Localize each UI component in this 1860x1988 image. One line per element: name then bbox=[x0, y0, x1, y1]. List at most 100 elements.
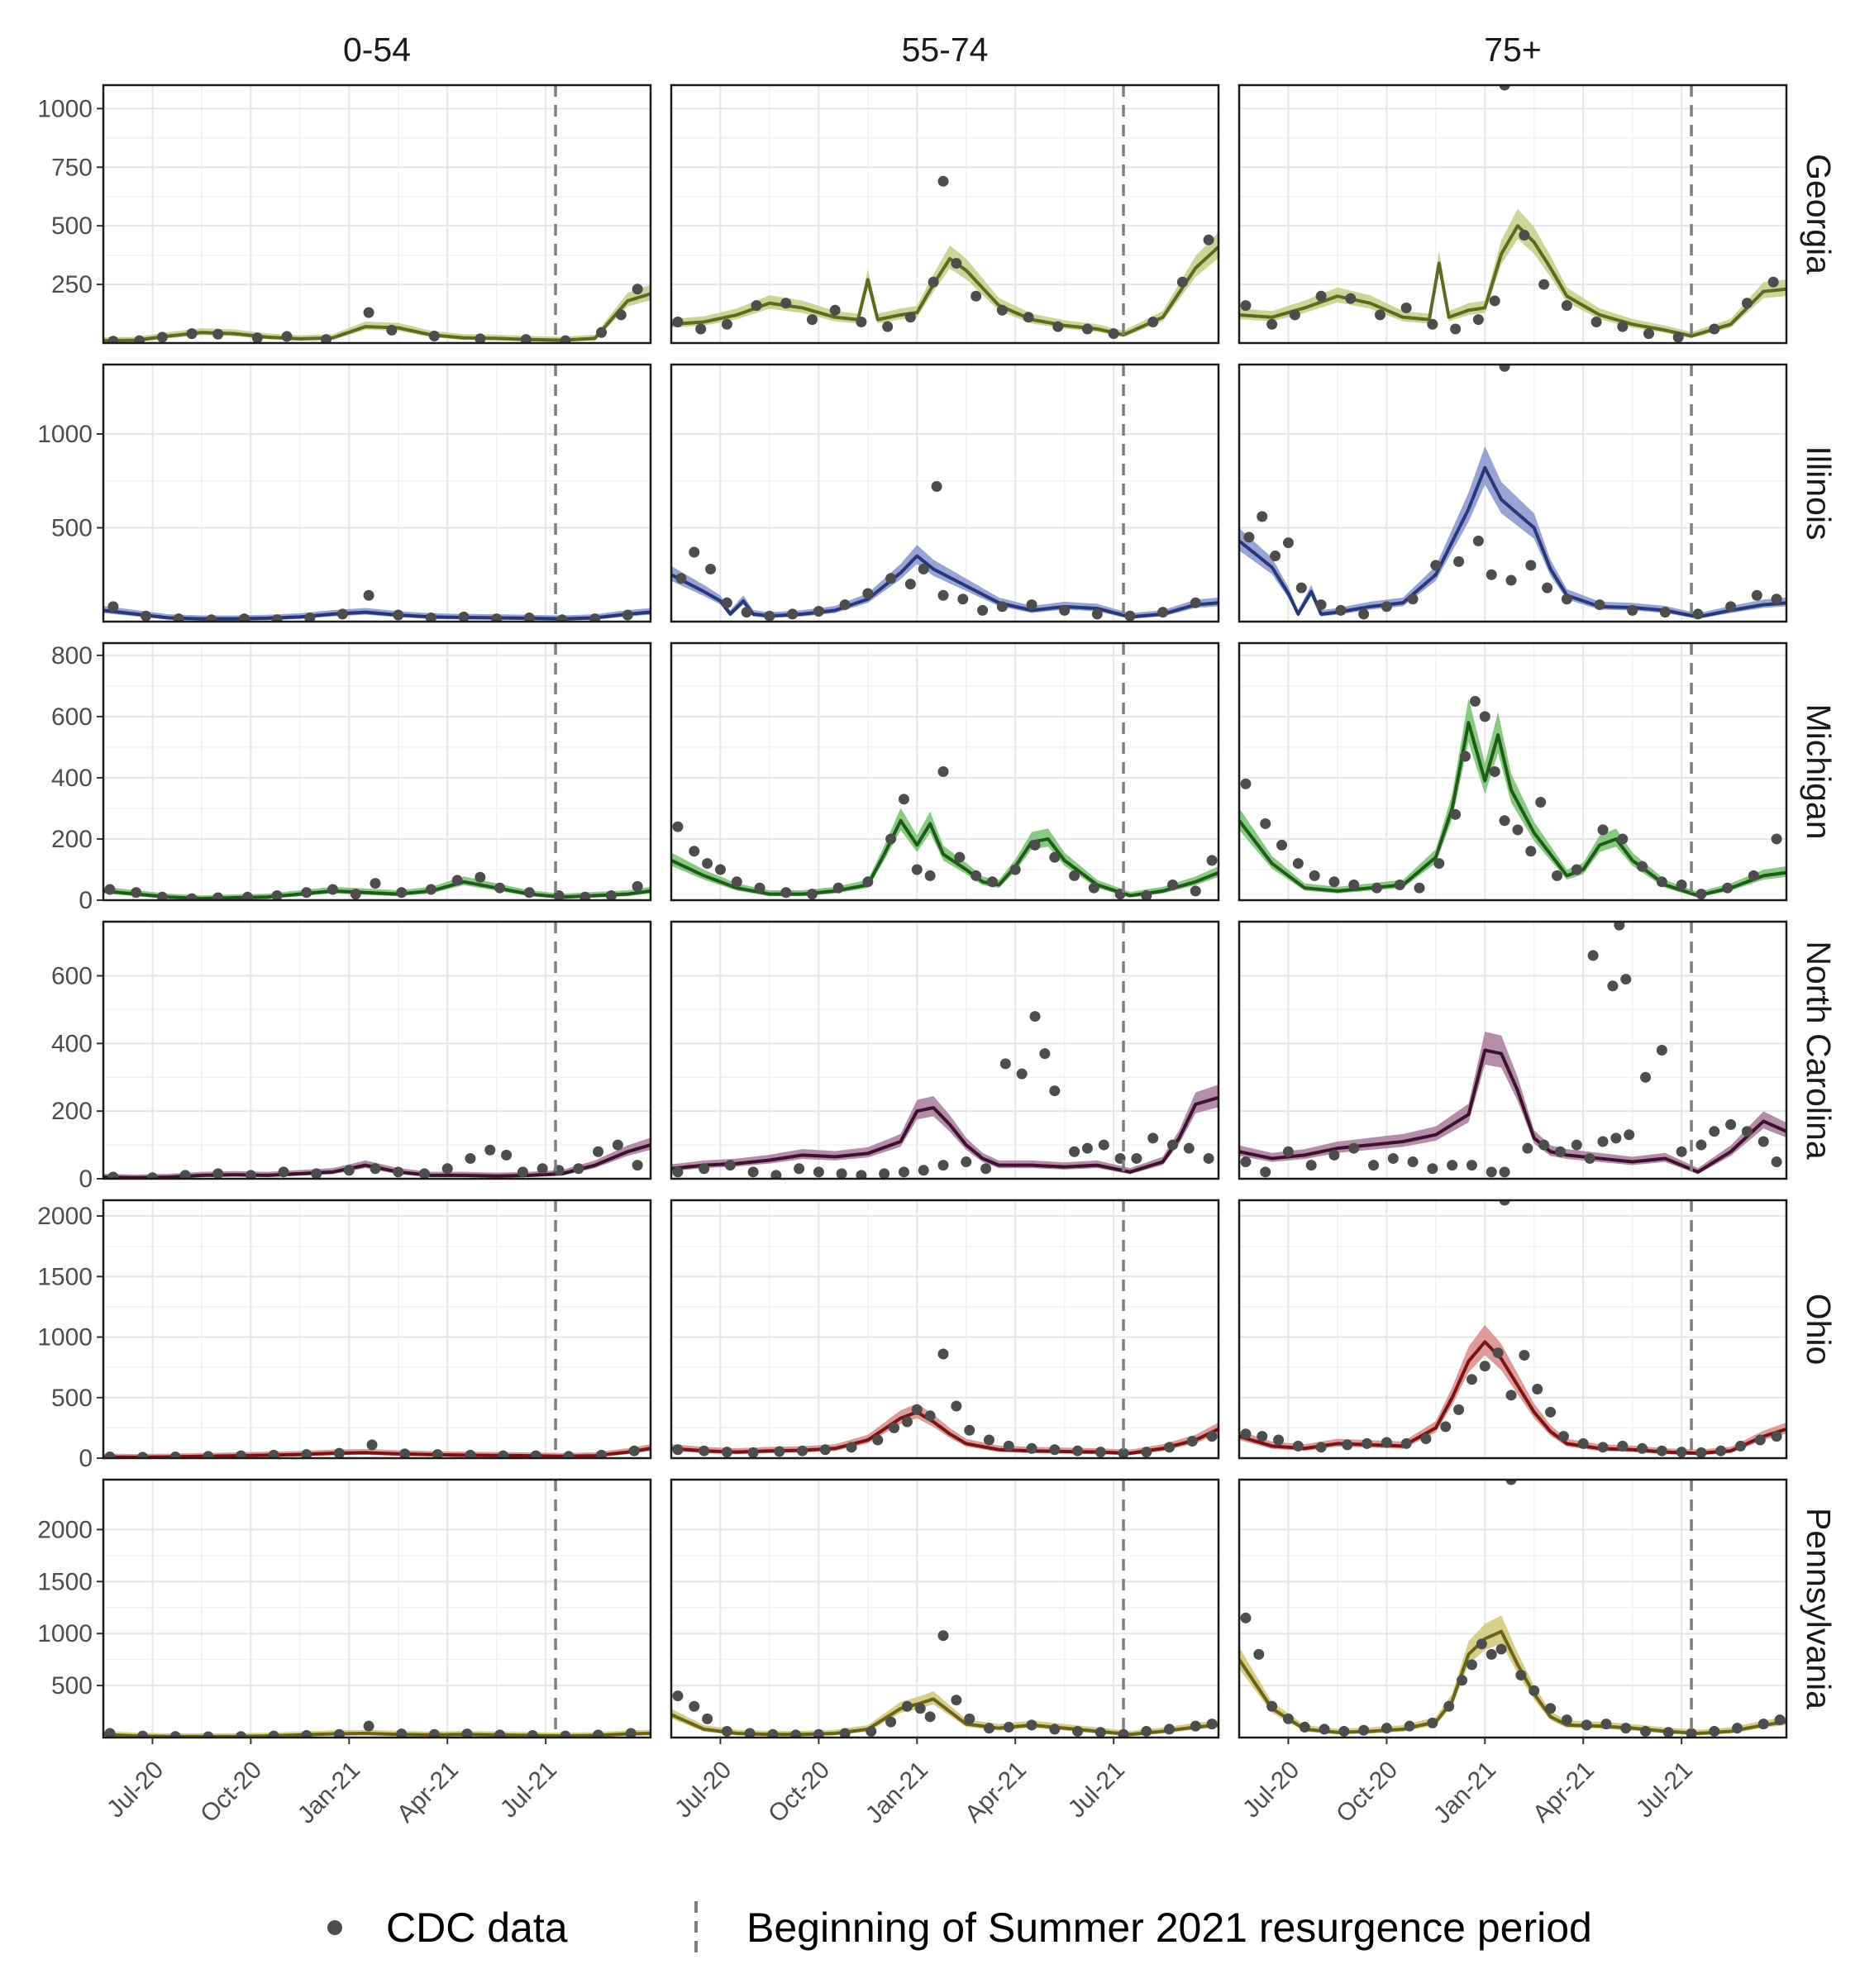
panel-border bbox=[1238, 1199, 1788, 1460]
cdc-data-point bbox=[931, 481, 942, 493]
cdc-data-point bbox=[767, 1728, 779, 1738]
cdc-data-point bbox=[1016, 1068, 1028, 1080]
cdc-data-point bbox=[271, 889, 283, 900]
cdc-data-point bbox=[1617, 321, 1629, 332]
cdc-data-point bbox=[343, 1165, 355, 1176]
cdc-data-point bbox=[146, 1172, 158, 1179]
cdc-data-point bbox=[780, 887, 792, 899]
cdc-data-point bbox=[1614, 922, 1625, 931]
cdc-data-point bbox=[1624, 1129, 1635, 1141]
cdc-data-point bbox=[1420, 1433, 1432, 1445]
cdc-data-point bbox=[1427, 1163, 1438, 1175]
cdc-data-point bbox=[1052, 321, 1064, 332]
cdc-data-point bbox=[675, 573, 687, 584]
panel-marks bbox=[1239, 922, 1786, 1179]
cdc-data-point bbox=[937, 175, 949, 187]
cdc-data-point bbox=[1545, 1703, 1557, 1714]
cdc-data-point bbox=[1460, 751, 1471, 762]
cdc-data-point bbox=[699, 1445, 710, 1456]
cdc-data-point bbox=[1309, 870, 1320, 881]
cdc-data-point bbox=[1273, 1434, 1285, 1446]
cdc-data-point bbox=[672, 821, 684, 832]
cdc-data-point bbox=[964, 1424, 975, 1436]
cdc-data-point bbox=[702, 1713, 713, 1724]
cdc-data-point bbox=[596, 1449, 608, 1458]
model-line bbox=[1239, 721, 1786, 898]
cdc-data-point bbox=[1732, 1723, 1743, 1734]
cdc-data-point bbox=[790, 1729, 802, 1738]
cdc-data-point bbox=[520, 334, 532, 343]
cdc-data-point bbox=[1577, 1437, 1589, 1449]
column-strip-label-75: 75+ bbox=[1484, 31, 1542, 69]
cdc-data-point bbox=[924, 870, 936, 881]
cdc-data-point bbox=[1554, 1146, 1566, 1157]
cdc-data-point bbox=[1499, 1200, 1510, 1206]
panel-background bbox=[1239, 1200, 1786, 1458]
cdc-data-point bbox=[1662, 1727, 1674, 1738]
y-tick-label: 0 bbox=[79, 1445, 93, 1472]
cdc-data-point bbox=[589, 613, 601, 622]
cdc-data-point bbox=[672, 1444, 684, 1456]
cdc-data-point bbox=[1735, 1440, 1747, 1452]
cdc-data-point bbox=[1676, 1447, 1687, 1458]
cdc-data-point bbox=[1157, 607, 1169, 618]
cdc-data-point bbox=[999, 1058, 1011, 1070]
cdc-data-point bbox=[425, 612, 436, 622]
cdc-data-point bbox=[1164, 1442, 1176, 1453]
cdc-data-point bbox=[986, 876, 998, 888]
panel-ohio-0-54 bbox=[102, 1199, 652, 1460]
cdc-data-point bbox=[1561, 594, 1572, 605]
cdc-data-point bbox=[1695, 1447, 1707, 1458]
cdc-data-point bbox=[498, 1450, 509, 1458]
cdc-data-point bbox=[494, 1729, 506, 1738]
cdc-data-point bbox=[1029, 839, 1041, 851]
x-tick-label: Apr-21 bbox=[960, 1756, 1032, 1828]
panel-marks bbox=[671, 643, 1219, 900]
cdc-data-point bbox=[321, 334, 332, 343]
panel-border bbox=[102, 1478, 652, 1739]
cdc-data-point bbox=[1049, 1723, 1061, 1735]
row-strip-label-illinois: Illinois bbox=[1800, 446, 1838, 541]
cdc-data-point bbox=[1206, 855, 1218, 866]
cdc-data-point bbox=[1640, 1071, 1652, 1083]
cdc-data-point bbox=[1741, 298, 1753, 309]
panel-marks bbox=[1239, 1480, 1786, 1738]
row-strip-label-michigan: Michigan bbox=[1800, 703, 1838, 839]
cdc-data-point bbox=[754, 882, 765, 894]
cdc-data-point bbox=[1672, 331, 1684, 343]
panel-background bbox=[103, 643, 651, 900]
y-tick-label: 500 bbox=[51, 1672, 93, 1700]
cdc-data-point bbox=[393, 609, 404, 621]
cdc-data-point bbox=[780, 298, 792, 309]
cdc-data-point bbox=[705, 563, 717, 574]
cdc-data-point bbox=[1486, 1648, 1497, 1660]
cdc-data-point bbox=[1512, 824, 1524, 836]
cdc-data-point bbox=[628, 1445, 640, 1456]
cdc-data-point bbox=[1443, 1700, 1455, 1712]
cdc-data-point bbox=[560, 335, 571, 343]
cdc-data-point bbox=[1240, 1612, 1252, 1623]
cdc-data-point bbox=[1529, 1685, 1540, 1696]
cdc-data-point bbox=[832, 882, 844, 894]
cdc-data-point bbox=[556, 614, 568, 622]
cdc-data-point bbox=[1479, 711, 1490, 722]
cdc-data-point bbox=[1381, 1437, 1392, 1448]
cdc-data-point bbox=[937, 1348, 949, 1360]
row-strip-label-georgia: Georgia bbox=[1800, 154, 1838, 274]
cdc-data-point bbox=[206, 614, 217, 622]
panel-background bbox=[671, 922, 1219, 1179]
cdc-data-point bbox=[904, 312, 916, 323]
cdc-data-point bbox=[794, 1163, 805, 1175]
panel-marks bbox=[103, 85, 651, 343]
cdc-data-point bbox=[1557, 1431, 1569, 1442]
cdc-data-point bbox=[1774, 1714, 1786, 1726]
cdc-data-point bbox=[1741, 1126, 1753, 1137]
cdc-data-point bbox=[1427, 1717, 1438, 1728]
cdc-data-point bbox=[1374, 309, 1385, 321]
cdc-data-point bbox=[1400, 302, 1412, 313]
cdc-data-point bbox=[301, 1729, 312, 1738]
cdc-data-point bbox=[1754, 1434, 1766, 1446]
x-tick-label: Oct-20 bbox=[195, 1756, 267, 1828]
cdc-data-point bbox=[278, 1166, 289, 1178]
cdc-data-point bbox=[268, 1449, 279, 1458]
